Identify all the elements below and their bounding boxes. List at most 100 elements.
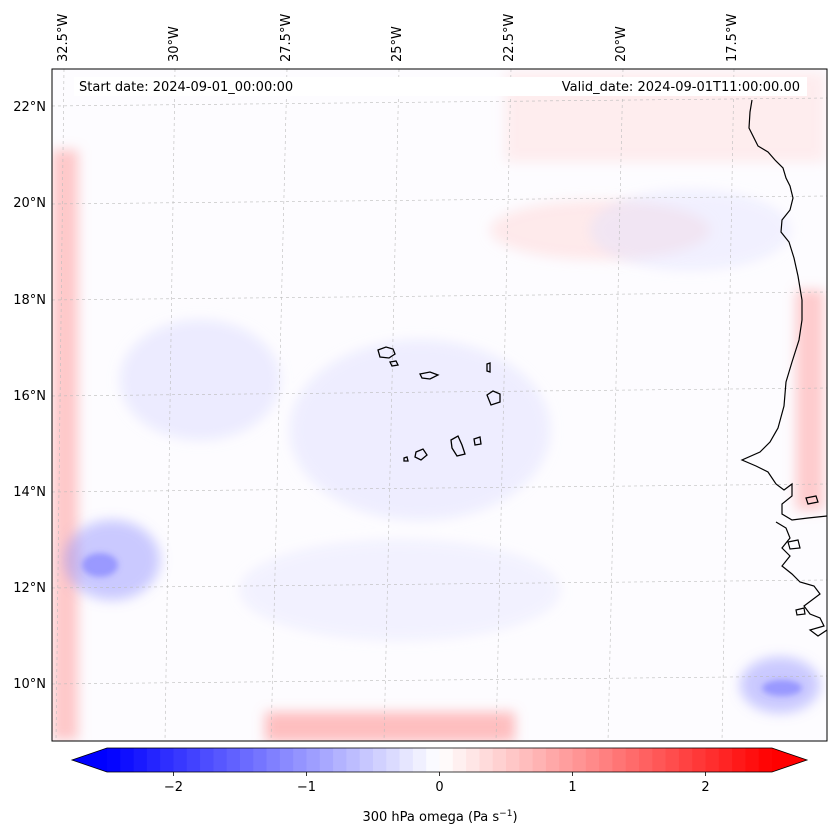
island-fogo bbox=[414, 448, 428, 461]
date-header-background bbox=[74, 77, 807, 96]
colorbar-cell bbox=[506, 748, 520, 772]
map-frame bbox=[51, 68, 828, 742]
colorbar-cell bbox=[186, 748, 201, 772]
colorbar-cell bbox=[240, 748, 254, 772]
omega-negative-patch-west bbox=[120, 320, 280, 440]
omega-negative-core-se bbox=[762, 680, 802, 696]
colorbar-label: 300 hPa omega (Pa s−1) bbox=[362, 809, 517, 825]
colorbar-cell bbox=[452, 748, 467, 772]
colorbar-cell bbox=[306, 748, 321, 772]
lon-label-17-5w: 17.5°W bbox=[725, 14, 740, 62]
colorbar-tick-label: 1 bbox=[568, 780, 576, 795]
colorbar-cell bbox=[519, 748, 534, 772]
colorbar-cell bbox=[359, 748, 374, 772]
colorbar: −2 −1 0 1 2 300 hPa omega (Pa s−1) bbox=[70, 747, 809, 825]
valid-date-label: Valid_date: 2024-09-01T11:00:00.00 bbox=[562, 80, 800, 95]
colorbar-cell bbox=[678, 748, 693, 772]
colorbar-cell bbox=[585, 748, 600, 772]
colorbar-cell bbox=[146, 748, 161, 772]
island-brava bbox=[403, 456, 409, 462]
lat-label-10n: 10°N bbox=[13, 677, 46, 692]
omega-negative-patch-south bbox=[240, 540, 560, 640]
colorbar-cell bbox=[612, 748, 627, 772]
island-maio bbox=[473, 436, 482, 446]
latitude-labels: 22°N 20°N 18°N 16°N 14°N 12°N 10°N bbox=[13, 100, 46, 692]
date-header: Start date: 2024-09-01_00:00:00 Valid_da… bbox=[74, 77, 807, 96]
colorbar-ticks: −2 −1 0 1 2 bbox=[164, 772, 710, 795]
colorbar-cell bbox=[758, 748, 773, 772]
colorbar-cell bbox=[732, 748, 746, 772]
island-boa-vista bbox=[486, 390, 501, 406]
lat-label-20n: 20°N bbox=[13, 196, 46, 211]
lat-label-22n: 22°N bbox=[13, 100, 46, 115]
colorbar-cell bbox=[293, 748, 308, 772]
lon-label-30w: 30°W bbox=[167, 26, 182, 62]
island-sao-nicolau bbox=[419, 371, 440, 380]
island-santiago bbox=[450, 435, 466, 457]
omega-positive-band-west bbox=[52, 150, 78, 740]
colorbar-cell bbox=[705, 748, 720, 772]
colorbar-cell bbox=[173, 748, 188, 772]
colorbar-cell bbox=[439, 748, 454, 772]
colorbar-cell bbox=[665, 748, 680, 772]
colorbar-cell bbox=[279, 748, 294, 772]
colorbar-cell bbox=[652, 748, 667, 772]
colorbar-cell bbox=[107, 748, 121, 772]
lon-label-20w: 20°W bbox=[614, 26, 629, 62]
colorbar-cell bbox=[333, 748, 347, 772]
colorbar-cell bbox=[399, 748, 414, 772]
graticule bbox=[52, 69, 827, 741]
colorbar-cell bbox=[625, 748, 640, 772]
lon-label-27-5w: 27.5°W bbox=[279, 14, 294, 62]
colorbar-cell bbox=[745, 748, 760, 772]
start-date-label: Start date: 2024-09-01_00:00:00 bbox=[79, 80, 293, 95]
colorbar-cell bbox=[160, 748, 175, 772]
omega-positive-band-south bbox=[265, 712, 515, 741]
colorbar-extend-max bbox=[772, 748, 807, 772]
colorbar-cell bbox=[412, 748, 427, 772]
island-santo-antao bbox=[377, 346, 396, 359]
omega-positive-band-east bbox=[796, 290, 824, 510]
colorbar-tick-label: 2 bbox=[701, 780, 709, 795]
colorbar-cell bbox=[120, 748, 135, 772]
longitude-labels: 32.5°W 30°W 27.5°W 25°W 22.5°W 20°W 17.5… bbox=[56, 14, 740, 62]
lon-label-22-5w: 22.5°W bbox=[502, 14, 517, 62]
colorbar-cell bbox=[373, 748, 387, 772]
colorbar-cell bbox=[466, 748, 480, 772]
colorbar-cell bbox=[266, 748, 281, 772]
colorbar-tick-label: 0 bbox=[435, 780, 443, 795]
island-sao-vicente bbox=[389, 360, 399, 367]
colorbar-cell bbox=[479, 748, 494, 772]
colorbar-cell bbox=[559, 748, 574, 772]
colorbar-cell bbox=[692, 748, 707, 772]
lat-label-16n: 16°N bbox=[13, 389, 46, 404]
colorbar-cell bbox=[545, 748, 560, 772]
colorbar-cell bbox=[492, 748, 507, 772]
colorbar-cell bbox=[346, 748, 361, 772]
colorbar-tick-label: −1 bbox=[297, 780, 316, 795]
colorbar-cell bbox=[226, 748, 241, 772]
island-sal bbox=[486, 362, 491, 373]
lat-label-14n: 14°N bbox=[13, 485, 46, 500]
colorbar-cell bbox=[213, 748, 228, 772]
colorbar-cell bbox=[133, 748, 148, 772]
lon-label-32-5w: 32.5°W bbox=[56, 14, 71, 62]
colorbar-cell bbox=[718, 748, 733, 772]
colorbar-cell bbox=[572, 748, 587, 772]
lon-label-25w: 25°W bbox=[390, 26, 405, 62]
colorbar-cell bbox=[532, 748, 547, 772]
colorbar-cells bbox=[72, 748, 807, 772]
colorbar-extend-min bbox=[72, 748, 107, 772]
colorbar-cell bbox=[639, 748, 653, 772]
colorbar-tick-label: −2 bbox=[164, 780, 183, 795]
omega-negative-patch-center bbox=[290, 340, 550, 520]
colorbar-cell bbox=[599, 748, 613, 772]
colorbar-cell bbox=[319, 748, 334, 772]
colorbar-cell bbox=[426, 748, 441, 772]
omega-negative-patch-east bbox=[590, 190, 790, 270]
colorbar-outline bbox=[70, 747, 809, 773]
map-panel: Start date: 2024-09-01_00:00:00 Valid_da… bbox=[51, 68, 828, 742]
omega-field bbox=[52, 69, 827, 741]
coastline-africa bbox=[740, 99, 827, 637]
